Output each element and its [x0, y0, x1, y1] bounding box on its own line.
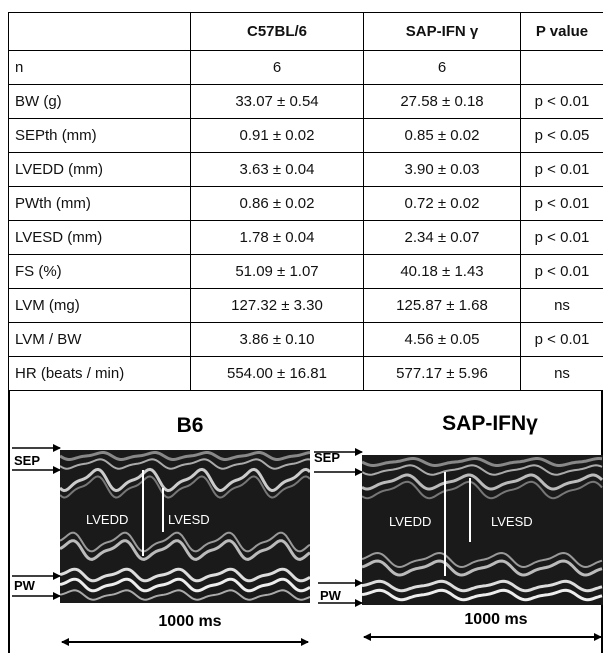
- table-cell: 3.86 ± 0.10: [191, 323, 364, 357]
- echo-panel: B6 SEP PW LVEDD LVESD 1000 ms SAP-IFNγ S…: [0, 390, 603, 653]
- table-cell: [9, 13, 191, 51]
- label-pw: PW: [14, 578, 36, 593]
- table-cell: 125.87 ± 1.68: [364, 289, 521, 323]
- table-cell: SEPth (mm): [9, 119, 191, 153]
- table-cell: ns: [521, 289, 603, 323]
- table-cell: p < 0.01: [521, 323, 603, 357]
- table-cell: LVEDD (mm): [9, 153, 191, 187]
- label-lvesd: LVESD: [491, 514, 533, 529]
- label-pw: PW: [320, 588, 342, 603]
- label-sep: SEP: [14, 453, 40, 468]
- table-cell: 6: [191, 51, 364, 85]
- table-cell: SAP-IFN γ: [364, 13, 521, 51]
- table-cell: 2.34 ± 0.07: [364, 221, 521, 255]
- table-cell: p < 0.01: [521, 187, 603, 221]
- table-cell: p < 0.01: [521, 153, 603, 187]
- label-lvesd: LVESD: [168, 512, 210, 527]
- table-cell: 4.56 ± 0.05: [364, 323, 521, 357]
- scale-label: 1000 ms: [158, 613, 221, 630]
- table-cell: 0.91 ± 0.02: [191, 119, 364, 153]
- table-cell: 6: [364, 51, 521, 85]
- table-cell: BW (g): [9, 85, 191, 119]
- table-cell: C57BL/6: [191, 13, 364, 51]
- table-cell: 40.18 ± 1.43: [364, 255, 521, 289]
- table-cell: 3.63 ± 0.04: [191, 153, 364, 187]
- table-cell: PWth (mm): [9, 187, 191, 221]
- table-cell: 1.78 ± 0.04: [191, 221, 364, 255]
- table-cell: 0.72 ± 0.02: [364, 187, 521, 221]
- page: {"table": { "header": ["C57BL/6", "SAP-I…: [0, 0, 603, 653]
- table-cell: 27.58 ± 0.18: [364, 85, 521, 119]
- table-cell: n: [9, 51, 191, 85]
- table-cell: P value: [521, 13, 603, 51]
- table-cell: 577.17 ± 5.96: [364, 357, 521, 391]
- table-cell: 554.00 ± 16.81: [191, 357, 364, 391]
- table-cell: p < 0.05: [521, 119, 603, 153]
- table-cell: 3.90 ± 0.03: [364, 153, 521, 187]
- table-cell: 0.86 ± 0.02: [191, 187, 364, 221]
- table-cell: LVM (mg): [9, 289, 191, 323]
- table-cell: ns: [521, 357, 603, 391]
- label-lvedd: LVEDD: [86, 512, 128, 527]
- table-cell: [521, 51, 603, 85]
- table-cell: p < 0.01: [521, 85, 603, 119]
- table-cell: 51.09 ± 1.07: [191, 255, 364, 289]
- table-cell: p < 0.01: [521, 221, 603, 255]
- table-cell: LVESD (mm): [9, 221, 191, 255]
- panel-title: B6: [177, 414, 204, 437]
- panel-title: SAP-IFNγ: [442, 412, 538, 435]
- table-cell: p < 0.01: [521, 255, 603, 289]
- table-cell: 33.07 ± 0.54: [191, 85, 364, 119]
- table-cell: 127.32 ± 3.30: [191, 289, 364, 323]
- table-cell: FS (%): [9, 255, 191, 289]
- table-cell: LVM / BW: [9, 323, 191, 357]
- scale-label: 1000 ms: [464, 611, 527, 628]
- table-cell: HR (beats / min): [9, 357, 191, 391]
- table-cell: 0.85 ± 0.02: [364, 119, 521, 153]
- label-lvedd: LVEDD: [389, 514, 431, 529]
